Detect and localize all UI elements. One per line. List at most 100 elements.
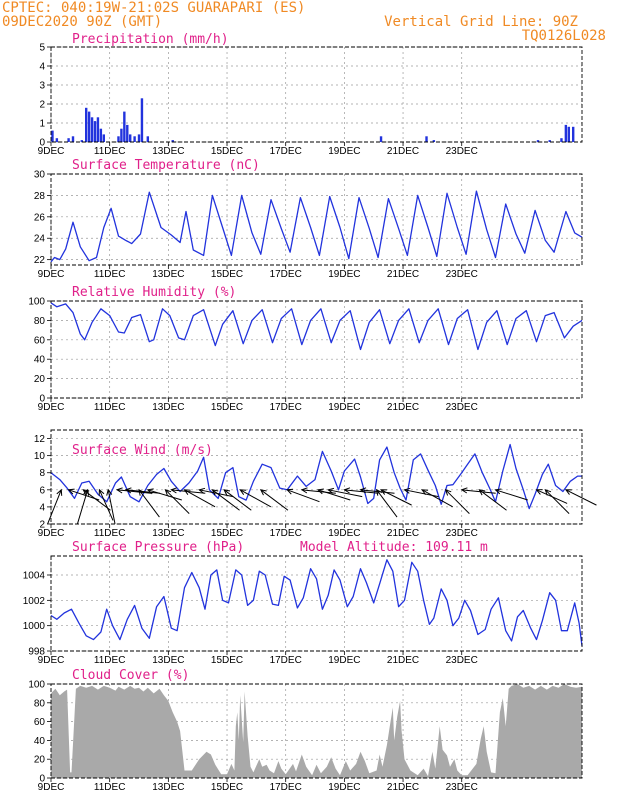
- wind-arrow-head: [106, 488, 113, 496]
- precip-bar: [55, 138, 59, 142]
- precip-bar: [51, 130, 54, 142]
- wind-arrow-shaft: [239, 489, 272, 508]
- x-tick-label: 15DEC: [211, 402, 243, 413]
- precip-bar: [379, 136, 383, 142]
- y-tick-label: 998: [28, 647, 45, 658]
- wind-arrow-head: [316, 488, 324, 495]
- wind-arrow-shaft: [461, 489, 496, 494]
- wind-arrow-shaft: [565, 489, 597, 506]
- wind-arrow-head: [564, 489, 572, 495]
- x-tick-label: 19DEC: [328, 782, 360, 793]
- panel-title: Precipitation (mm/h): [72, 32, 229, 47]
- x-tick-label: 23DEC: [446, 402, 478, 413]
- wind-arrow-head: [67, 488, 75, 495]
- wind-arrow-shaft: [107, 489, 116, 524]
- x-tick-label: 23DEC: [446, 528, 478, 539]
- wind-arrow-shaft: [317, 489, 351, 501]
- x-tick-label: 19DEC: [328, 269, 360, 280]
- panel-frame: [50, 300, 583, 399]
- precip-bar: [140, 98, 144, 142]
- precip-bar: [129, 134, 132, 142]
- precip-bar: [137, 134, 141, 142]
- wind-arrow-head: [183, 489, 191, 495]
- wind-arrow-shaft: [260, 489, 289, 511]
- x-tick-label: 21DEC: [387, 782, 419, 793]
- x-tick-label: 15DEC: [211, 782, 243, 793]
- x-tick-label: 13DEC: [152, 269, 184, 280]
- text-layer: 9DEC 11DEC 13DEC 15DEC 17DEC 19DEC 21DEC 23DEC0…: [23, 32, 488, 793]
- wind-arrow-shaft: [47, 489, 62, 525]
- x-tick-label: 9DEC: [38, 269, 65, 280]
- cloud-area: [51, 684, 582, 778]
- x-tick-label: 11DEC: [94, 269, 126, 280]
- precip-bar: [80, 140, 84, 142]
- precip-bar: [567, 126, 570, 142]
- precip-bar: [432, 140, 436, 142]
- x-tick-label: 15DEC: [211, 146, 243, 157]
- header-model-code: TQ0126L028: [521, 28, 606, 44]
- precip-bar: [117, 136, 120, 142]
- wind-arrow-shaft: [495, 489, 528, 501]
- x-tick-label: 11DEC: [94, 528, 126, 539]
- wind-arrow-head: [223, 489, 231, 496]
- precip-bar: [133, 136, 136, 142]
- wind-arrow-head: [327, 487, 335, 494]
- wind-arrow-shaft: [138, 489, 160, 518]
- panel-title: Surface Pressure (hPa): [72, 540, 244, 555]
- x-tick-label: 9DEC: [38, 655, 65, 666]
- wind-arrow-shaft: [98, 489, 114, 521]
- precip-bar: [85, 107, 88, 142]
- panel-frame: [50, 555, 583, 652]
- precip-bar: [90, 117, 94, 142]
- wind-arrow-head: [460, 487, 468, 494]
- wind-arrow-head: [444, 488, 452, 496]
- precip-bar: [548, 140, 551, 142]
- x-tick-label: 9DEC: [38, 402, 65, 413]
- precip-bar: [96, 117, 100, 142]
- wind-arrow-shaft: [328, 489, 363, 498]
- wind-arrow-head: [494, 488, 502, 495]
- y-tick-label: 0: [39, 138, 45, 149]
- precip-bar: [99, 128, 103, 142]
- wind-arrow-shaft: [223, 489, 252, 511]
- y-tick-label: 24: [34, 234, 46, 245]
- panel-frame: [50, 683, 583, 779]
- y-tick-label: 3: [39, 81, 45, 92]
- y-tick-label: 26: [34, 212, 46, 223]
- wind-arrow-shaft: [147, 489, 182, 501]
- x-tick-label: 9DEC: [38, 146, 65, 157]
- wind-arrow-head: [83, 488, 90, 496]
- x-tick-label: 19DEC: [328, 528, 360, 539]
- y-tick-label: 60: [34, 335, 46, 346]
- x-tick-label: 23DEC: [446, 655, 478, 666]
- x-tick-label: 13DEC: [152, 655, 184, 666]
- precip-bar: [120, 128, 123, 142]
- wind-arrow-head: [115, 487, 123, 494]
- wind-arrow-head: [535, 489, 543, 495]
- x-tick-label: 21DEC: [387, 655, 419, 666]
- panel-title: Surface Wind (m/s): [72, 443, 213, 458]
- wind-arrow-head: [544, 488, 552, 496]
- precip-bar: [126, 124, 129, 142]
- wind-arrow-shaft: [286, 489, 320, 503]
- precip-bar: [67, 138, 70, 142]
- series-line: [50, 443, 582, 510]
- x-tick-label: 21DEC: [387, 269, 419, 280]
- data-layer: [47, 98, 597, 778]
- x-tick-label: 13DEC: [152, 528, 184, 539]
- x-tick-label: 15DEC: [211, 528, 243, 539]
- y-tick-label: 80: [34, 698, 46, 709]
- wind-arrow-shaft: [445, 489, 470, 514]
- precip-bar: [536, 140, 540, 142]
- panel-frame: [50, 46, 583, 143]
- wind-arrow-head: [170, 487, 178, 494]
- precip-bar: [171, 140, 174, 142]
- y-tick-label: 6: [39, 485, 45, 496]
- y-tick-label: 1000: [23, 621, 46, 632]
- x-tick-label: 11DEC: [94, 146, 126, 157]
- panel-annotation: Model Altitude: 109.11 m: [300, 540, 488, 555]
- wind-arrow-head: [259, 489, 267, 496]
- wind-arrow-head: [211, 489, 219, 496]
- wind-arrow-head: [138, 488, 145, 496]
- wind-arrow-shaft: [421, 489, 453, 508]
